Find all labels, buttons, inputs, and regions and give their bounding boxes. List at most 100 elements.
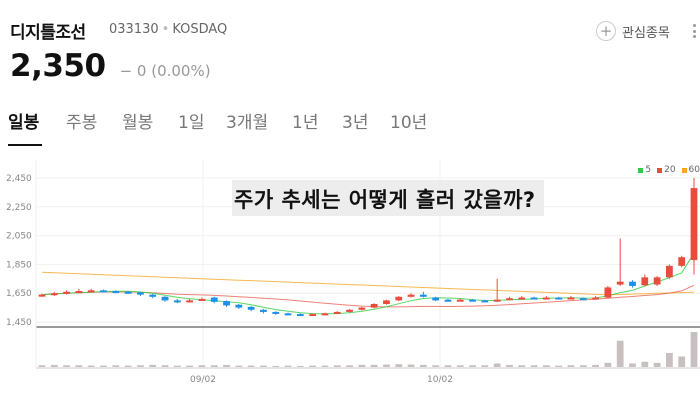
volume-bar (50, 364, 58, 367)
tab-daily[interactable]: 일봉 (8, 113, 40, 133)
candle-body (63, 291, 70, 294)
candle-body (100, 290, 107, 293)
price-row: 2,350 − 0 (0.00%) (10, 48, 211, 88)
add-watchlist-button[interactable]: + 관심종목 (596, 20, 670, 42)
volume-bar (296, 365, 304, 367)
candle-body (161, 296, 169, 301)
volume-bar (333, 365, 341, 367)
volume-bar (210, 365, 218, 367)
tab-10years[interactable]: 10년 (390, 113, 428, 133)
candle-body (321, 313, 329, 316)
volume-bar (235, 365, 243, 367)
candle-body (137, 292, 144, 295)
stock-code: 033130 (109, 22, 159, 37)
candle-body (567, 297, 575, 300)
y-tick-label: 2,250 (6, 203, 32, 213)
volume-bar (481, 365, 489, 367)
y-tick-label: 1,850 (6, 260, 32, 270)
candle-body (469, 299, 476, 302)
stock-meta: 033130 • KOSDAQ (109, 22, 227, 37)
volume-bar (432, 365, 440, 367)
tab-3years[interactable]: 3년 (342, 113, 369, 133)
volume-bar (653, 362, 661, 367)
volume-bar (309, 365, 317, 367)
y-tick-label: 2,050 (6, 232, 32, 242)
candle-body (678, 257, 686, 266)
volume-bar (223, 364, 230, 367)
tab-3months[interactable]: 3개월 (226, 113, 269, 133)
tab-monthly[interactable]: 월봉 (122, 113, 154, 133)
candle-body (333, 311, 341, 314)
overlay-caption: 주가 추세는 어떻게 흘러 갔을까? (232, 180, 544, 216)
candle-body (506, 298, 513, 301)
tab-weekly[interactable]: 주봉 (66, 113, 98, 133)
candle-body (370, 304, 378, 308)
volume-bar (358, 364, 366, 367)
legend-ma5: 5 (638, 165, 651, 175)
stock-market: KOSDAQ (172, 22, 228, 37)
volume-bar (518, 365, 526, 367)
tab-1year[interactable]: 1년 (292, 113, 319, 133)
ma5-line (41, 252, 695, 315)
candle-body (346, 309, 353, 312)
candle-body (555, 297, 563, 300)
volume-bar (579, 365, 587, 367)
volume-bar (137, 365, 144, 367)
candle-body (616, 281, 624, 285)
volume-bar (469, 365, 476, 367)
volume-bar (678, 356, 686, 367)
watchlist-label: 관심종목 (622, 25, 670, 41)
active-tab-underline (8, 144, 42, 146)
candle-body (629, 281, 636, 286)
candle-body (198, 298, 206, 301)
candle-body (407, 294, 415, 297)
candle-body (112, 291, 120, 294)
volume-bar (75, 365, 83, 367)
ma60-line (41, 271, 695, 296)
volume-bar (260, 365, 267, 367)
candle-body (444, 299, 452, 302)
volume-bar (284, 365, 292, 367)
candle-body (173, 300, 181, 303)
candle-body (666, 265, 673, 278)
volume-bar (321, 365, 329, 367)
volume-bar (641, 361, 649, 367)
stock-header: 디지틀조선 033130 • KOSDAQ (10, 14, 700, 44)
volume-bar (395, 364, 403, 367)
volume-bar (616, 340, 624, 367)
volume-bar (666, 353, 673, 367)
more-vertical-icon[interactable] (688, 22, 700, 40)
candle-body (149, 294, 157, 297)
candle-body (518, 297, 526, 300)
candle-body (432, 297, 440, 301)
volume-bar (346, 365, 353, 367)
volume-bar (604, 362, 612, 367)
candle-body (395, 296, 403, 301)
candle-body (210, 297, 218, 302)
volume-bar (493, 363, 501, 367)
volume-bar (198, 365, 206, 367)
volume-bar (247, 365, 255, 367)
candle-body (419, 294, 427, 297)
candle-body (272, 311, 280, 314)
price-change: − 0 (0.00%) (119, 62, 211, 80)
volume-bar (383, 364, 390, 367)
volume-bar (63, 365, 70, 367)
tab-1day[interactable]: 1일 (178, 113, 205, 133)
y-tick-label: 2,450 (6, 174, 32, 184)
candle-body (223, 301, 230, 306)
candle-body (309, 314, 317, 317)
y-tick-label: 1,450 (6, 318, 32, 328)
candle-body (75, 291, 83, 294)
legend-ma60: 60 (681, 165, 700, 175)
candle-body (38, 294, 46, 297)
volume-bar (592, 364, 599, 367)
candle-body (690, 188, 698, 261)
candle-body (579, 298, 587, 301)
candle-body (481, 300, 489, 303)
candle-body (456, 299, 464, 302)
ma20-line (41, 284, 695, 308)
price-chart[interactable]: 2,450 2,250 2,050 1,850 1,650 1,450 09/02 10/02… (0, 160, 700, 400)
volume-bar (149, 364, 157, 367)
volume-bar (161, 365, 169, 367)
